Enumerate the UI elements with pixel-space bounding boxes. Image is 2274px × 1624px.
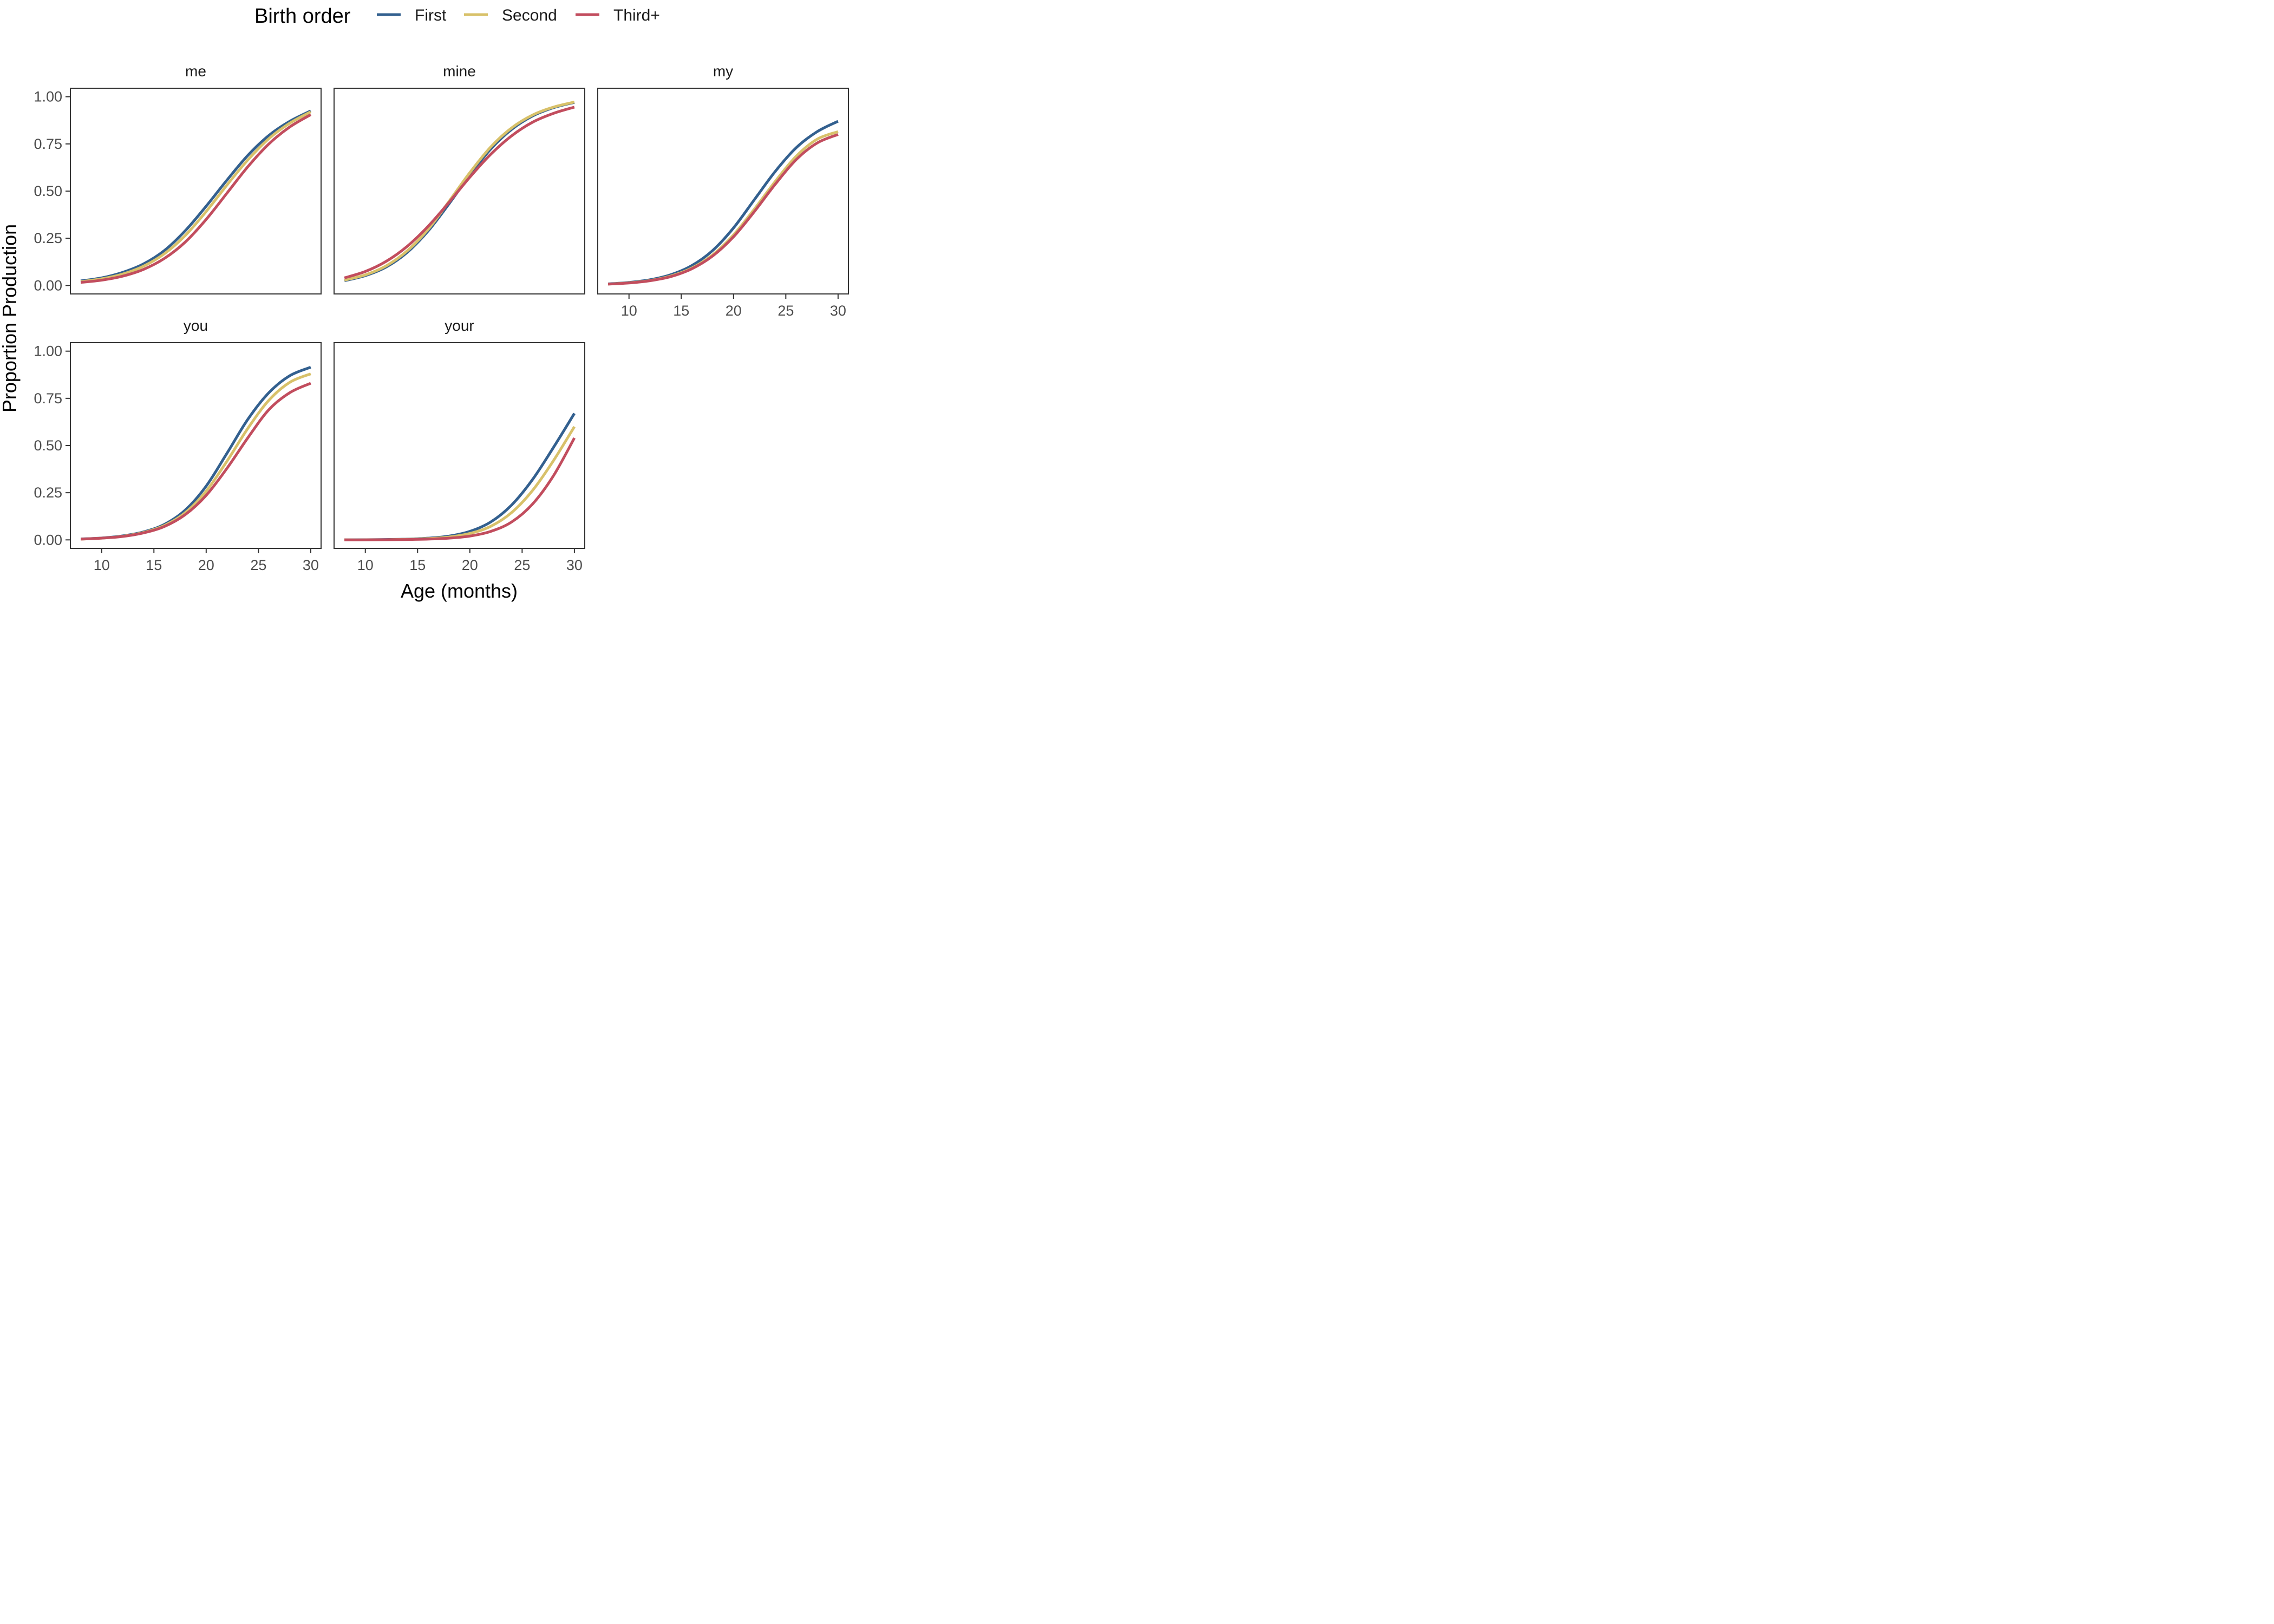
y-tick-label-me-0-25: 0.25	[34, 230, 62, 246]
y-tick-label-you-0-25: 0.25	[34, 484, 62, 501]
x-tick-label-my-10: 10	[621, 303, 637, 319]
x-tick-label-you-30: 30	[303, 557, 319, 573]
series-line-me-third	[80, 113, 312, 284]
panel-title-you: you	[184, 317, 208, 334]
panel-frame-your	[334, 342, 585, 549]
legend-title: Birth order	[254, 5, 351, 28]
panel-frame-you	[70, 342, 322, 549]
series-line-mine-third	[344, 106, 575, 279]
series-line-my-third	[607, 133, 839, 286]
panel-frame-mine	[334, 88, 585, 294]
y-tick-label-you-1-00: 1.00	[34, 343, 62, 359]
panel-me: me 0.00 0.25 0.50 0.75 1.00	[34, 63, 322, 294]
panel-frame-my	[597, 88, 849, 294]
x-tick-label-my-30: 30	[830, 303, 846, 319]
x-tick-label-your-30: 30	[566, 557, 583, 573]
x-tick-label-you-15: 15	[146, 557, 162, 573]
panel-mine: mine	[334, 63, 585, 294]
x-tick-label-my-15: 15	[673, 303, 689, 319]
y-tick-label-me-0-75: 0.75	[34, 136, 62, 152]
panel-title-me: me	[185, 63, 206, 80]
y-tick-label-you-0-00: 0.00	[34, 532, 62, 548]
x-tick-label-my-20: 20	[726, 303, 742, 319]
panel-my: my 10 15 20 25 30	[597, 63, 849, 319]
x-tick-label-your-25: 25	[514, 557, 530, 573]
series-line-me-second	[80, 110, 312, 283]
panel-title-mine: mine	[443, 63, 476, 80]
x-tick-label-your-15: 15	[409, 557, 426, 573]
y-tick-label-me-0-50: 0.50	[34, 183, 62, 199]
panel-frame-me	[70, 88, 322, 294]
legend-label-third: Third+	[613, 6, 660, 24]
y-tick-label-you-0-50: 0.50	[34, 437, 62, 454]
series-line-your-second	[344, 425, 576, 541]
panel-your: your 10 15 20 25 30	[334, 317, 585, 573]
series-line-mine-second	[344, 101, 575, 281]
series-line-you-second	[80, 372, 311, 541]
series-line-your-third	[344, 437, 576, 541]
x-tick-label-you-10: 10	[94, 557, 110, 573]
x-tick-label-you-25: 25	[250, 557, 266, 573]
x-tick-label-you-20: 20	[198, 557, 214, 573]
series-line-you-third	[80, 382, 311, 541]
faceted-line-chart: Birth order First Second Third+ me 0.00 0.25…	[0, 5, 849, 602]
x-tick-label-my-25: 25	[777, 303, 794, 319]
legend-label-second: Second	[502, 6, 557, 24]
panel-title-my: my	[713, 63, 733, 80]
x-tick-label-your-20: 20	[462, 557, 478, 573]
y-axis-title: Proportion Production	[0, 224, 21, 412]
series-line-my-first	[607, 120, 839, 286]
legend-label-first: First	[415, 6, 447, 24]
y-tick-label-me-1-00: 1.00	[34, 89, 62, 105]
y-tick-label-you-0-75: 0.75	[34, 390, 62, 407]
panel-you: you 0.00 0.25 0.50 0.75 1.00 10 15 20 25 30	[34, 317, 322, 573]
series-line-me-first	[80, 109, 312, 283]
series-line-your-first	[344, 412, 576, 541]
legend-entries: First Second Third+	[377, 6, 660, 24]
panel-title-your: your	[445, 317, 474, 334]
x-axis-title: Age (months)	[401, 580, 518, 602]
x-tick-label-your-10: 10	[357, 557, 374, 573]
y-tick-label-me-0-00: 0.00	[34, 277, 62, 293]
legend: Birth order First Second Third+	[254, 5, 660, 28]
